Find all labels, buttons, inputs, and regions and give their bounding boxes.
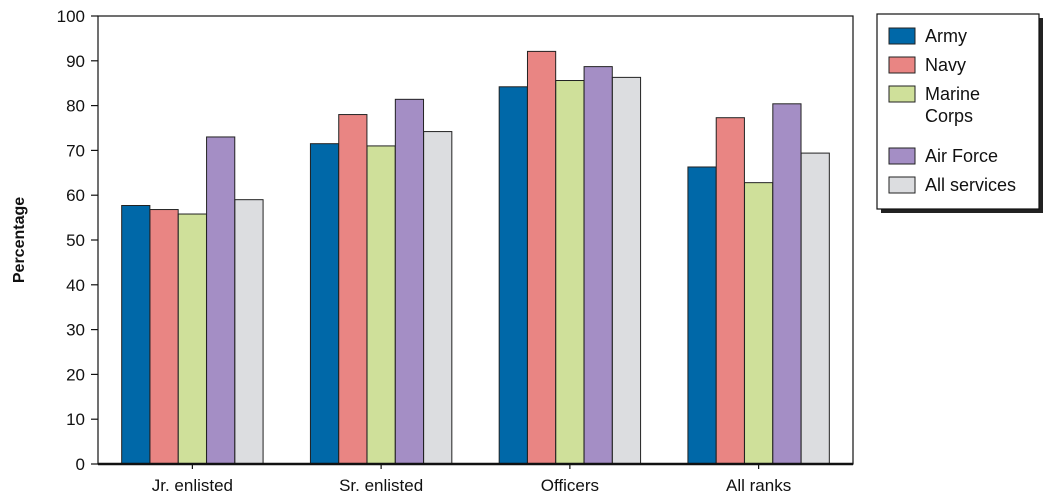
- bar-marine-corps-sr-enlisted: [366, 145, 396, 465]
- y-tick-label: 0: [76, 455, 85, 474]
- bar-marine-corps-jr-enlisted: [177, 213, 207, 465]
- y-tick-label: 40: [66, 276, 85, 295]
- plot-area: 0 10 20 30 40 50 60 70 80 90 100 Jr. enlisted Sr. en…: [57, 7, 854, 495]
- y-tick-label: 20: [66, 365, 85, 384]
- bar-air-force-jr-enlisted: [206, 136, 236, 465]
- y-axis-label: Percentage: [11, 197, 28, 283]
- legend-swatch-navy: [888, 56, 916, 74]
- legend-label: Marine Corps: [925, 84, 980, 126]
- bar-air-force-sr-enlisted: [394, 98, 425, 465]
- legend-swatch-army: [888, 27, 916, 45]
- bar-air-force-all-ranks: [772, 103, 802, 465]
- legend-swatch-marine-corps: [888, 85, 916, 103]
- legend-label: Air Force: [925, 146, 998, 166]
- bar-army-officers: [498, 86, 528, 465]
- y-tick-label: 30: [66, 321, 85, 340]
- y-tick-label: 90: [66, 52, 85, 71]
- bar-army-jr-enlisted: [121, 205, 151, 465]
- bar-marine-corps-officers: [555, 80, 585, 465]
- legend-swatch-all-services: [888, 176, 916, 194]
- legend-label: All services: [925, 175, 1016, 195]
- bar-all-services-sr-enlisted: [423, 131, 453, 465]
- bar-marine-corps-all-ranks: [744, 182, 774, 465]
- x-tick-label: Jr. enlisted: [152, 476, 233, 495]
- bar-navy-officers: [526, 50, 557, 465]
- bar-army-sr-enlisted: [309, 143, 340, 465]
- bar-navy-sr-enlisted: [338, 114, 368, 465]
- bar-all-services-jr-enlisted: [234, 199, 264, 465]
- legend: Army Navy Marine Corps Air Force All services: [876, 13, 1043, 213]
- legend-label: Army: [925, 26, 967, 46]
- bar-all-services-all-ranks: [800, 152, 830, 465]
- y-tick-label: 70: [66, 141, 85, 160]
- bar-air-force-officers: [583, 66, 613, 465]
- y-tick-label: 10: [66, 410, 85, 429]
- y-tick-label: 80: [66, 97, 85, 116]
- x-tick-label: Sr. enlisted: [339, 476, 423, 495]
- legend-swatch-air-force: [888, 147, 916, 165]
- bar-navy-jr-enlisted: [149, 209, 179, 465]
- bar-navy-all-ranks: [715, 117, 745, 465]
- bar-all-services-officers: [611, 76, 642, 465]
- x-tick-label: All ranks: [726, 476, 791, 495]
- y-tick-label: 100: [57, 7, 85, 26]
- y-tick-label: 50: [66, 231, 85, 250]
- x-tick-label: Officers: [541, 476, 599, 495]
- legend-label: Navy: [925, 55, 966, 75]
- bar-army-all-ranks: [687, 166, 717, 465]
- y-tick-label: 60: [66, 186, 85, 205]
